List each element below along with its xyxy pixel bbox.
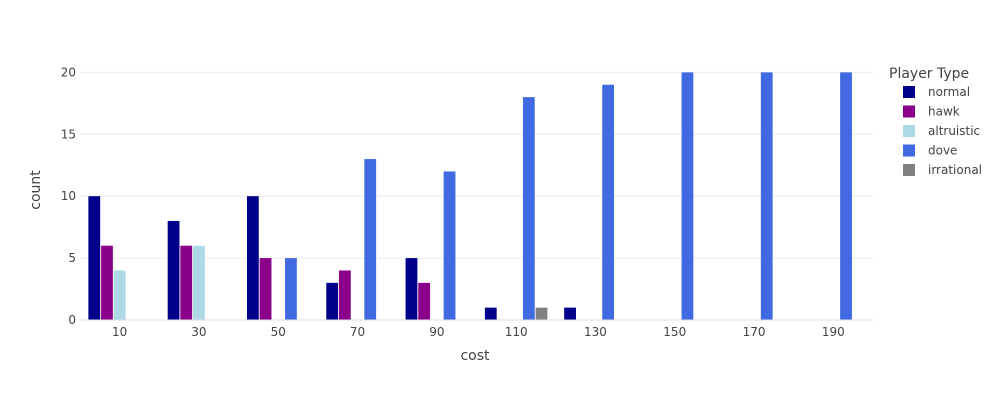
bar-normal (405, 258, 418, 320)
x-tick-label: 130 (584, 325, 607, 339)
bar-hawk (338, 270, 351, 320)
legend-label-irrational: irrational (928, 163, 982, 177)
x-tick-label: 170 (743, 325, 766, 339)
bar-dove (443, 171, 456, 320)
bar-normal (326, 282, 339, 320)
x-tick-label: 190 (822, 325, 845, 339)
axes-layer: 0 5 10 15 20 10 30 50 70 90 110 130 150 170 190 (61, 65, 873, 339)
legend-label-hawk: hawk (928, 105, 960, 119)
bar-altruistic (113, 270, 126, 320)
x-tick-label: 110 (505, 325, 528, 339)
x-tick-label: 150 (663, 325, 686, 339)
bar-dove (522, 97, 535, 321)
legend-swatch-hawk (903, 105, 915, 118)
y-axis-title: count (28, 170, 44, 210)
legend-label-altruistic: altruistic (928, 124, 980, 138)
bar-normal (167, 220, 180, 320)
legend-label-dove: dove (928, 144, 957, 158)
legend-swatch-normal (903, 86, 915, 98)
bar-hawk (180, 245, 193, 320)
bar-normal (484, 307, 497, 320)
legend-swatch-dove (903, 144, 915, 157)
x-tick-label: 30 (191, 325, 206, 339)
bar-normal (88, 196, 101, 320)
x-tick-label: 50 (271, 325, 286, 339)
bar-dove (602, 84, 615, 320)
grid-layer (80, 71, 873, 259)
legend-label-normal: normal (928, 85, 970, 99)
bar-normal (564, 307, 576, 320)
y-tick-label: 15 (61, 127, 76, 141)
bar-normal (246, 196, 259, 320)
y-tick-label: 0 (68, 313, 76, 327)
bar-dove (760, 72, 773, 320)
x-tick-label: 10 (112, 325, 127, 339)
y-tick-label: 10 (61, 189, 76, 203)
x-axis-title: cost (460, 348, 490, 364)
bar-dove (681, 72, 694, 320)
bar-altruistic (193, 245, 205, 320)
y-tick-label: 5 (68, 251, 76, 265)
bar-hawk (259, 258, 272, 320)
legend-swatch-altruistic (903, 125, 915, 137)
bar-dove (364, 159, 377, 320)
bar-irrational (535, 307, 548, 320)
y-tick-label: 20 (61, 65, 76, 79)
bar-hawk (418, 282, 431, 320)
bar-dove (840, 72, 852, 320)
legend-title: Player Type (889, 66, 969, 82)
legend: Player Type normal hawk altruistic dove irra… (889, 66, 982, 177)
bar-dove (285, 258, 297, 320)
legend-swatch-irrational (903, 164, 915, 176)
bar-hawk (101, 245, 113, 320)
bars-layer (88, 72, 852, 321)
x-tick-label: 90 (429, 325, 444, 339)
x-tick-label: 70 (350, 325, 365, 339)
